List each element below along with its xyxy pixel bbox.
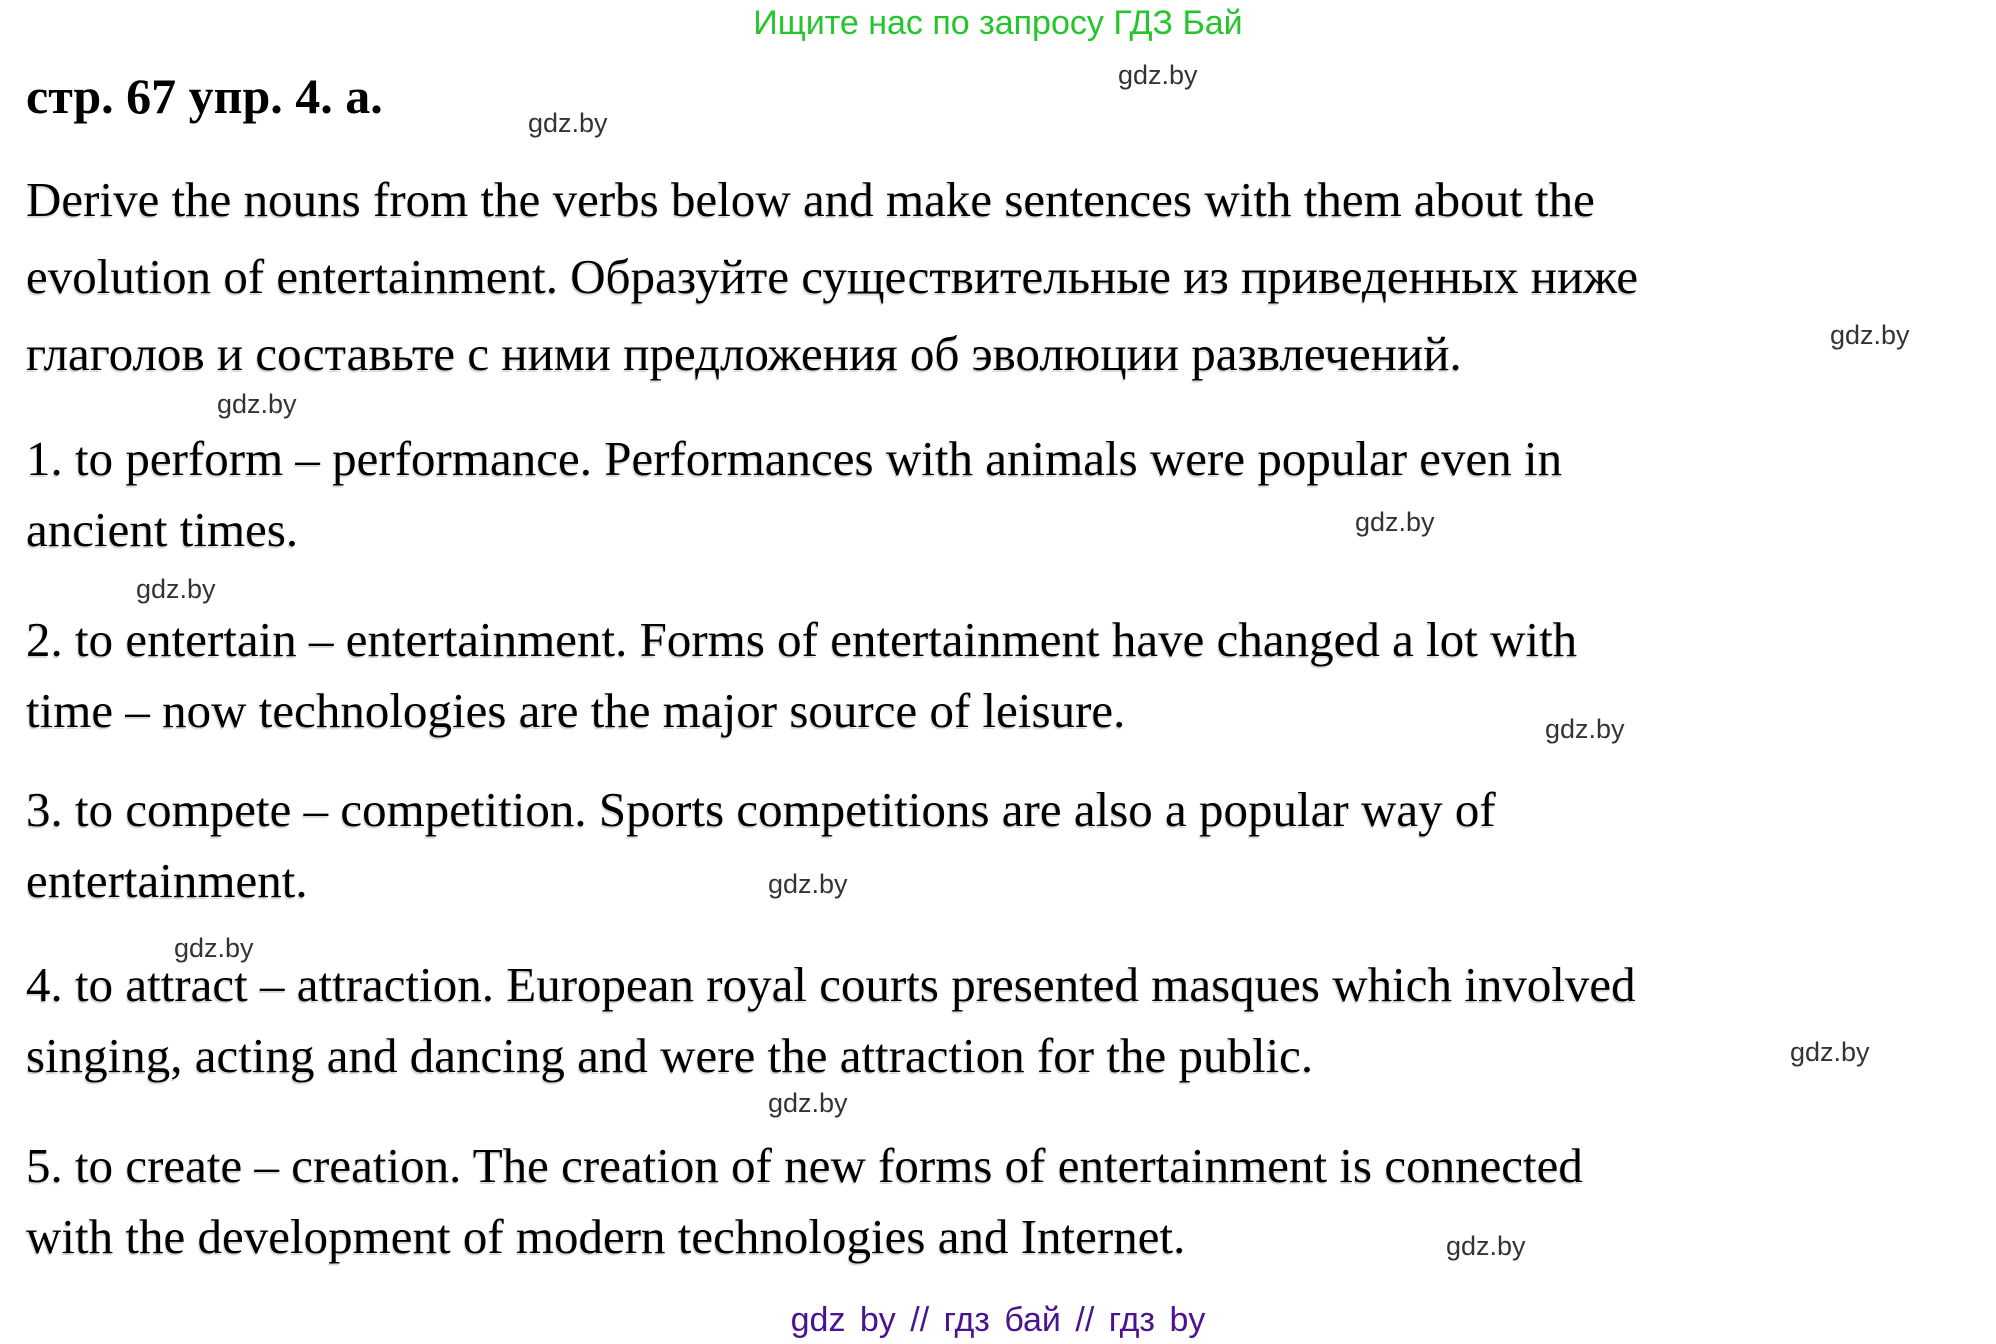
gdz-watermark: gdz.by — [768, 1088, 848, 1118]
answer-line: time – now technologies are the major so… — [26, 683, 1126, 738]
answer-line: 4. to attract – attraction. European roy… — [26, 957, 1636, 1012]
gdz-watermark: gdz.by — [136, 574, 216, 604]
gdz-watermark: gdz.by — [528, 108, 608, 138]
gdz-watermark: gdz.by — [1790, 1037, 1870, 1067]
answer-item-3: 3. to compete – competition. Sports comp… — [26, 774, 1496, 916]
answer-line: ancient times. — [26, 502, 299, 557]
gdz-watermark: gdz.by — [1118, 60, 1198, 90]
answer-line: with the development of modern technolog… — [26, 1209, 1186, 1264]
task-line: глаголов и составьте с ними предложения … — [26, 326, 1462, 381]
answer-line: 5. to create – creation. The creation of… — [26, 1138, 1583, 1193]
task-line: Derive the nouns from the verbs below an… — [26, 172, 1595, 227]
gdz-watermark: gdz.by — [174, 933, 254, 963]
gdz-watermark: gdz.by — [217, 389, 297, 419]
gdz-watermark: gdz.by — [768, 869, 848, 899]
answer-line: entertainment. — [26, 853, 308, 908]
gdz-watermark: gdz.by — [1355, 507, 1435, 537]
answer-item-4: 4. to attract – attraction. European roy… — [26, 949, 1636, 1091]
footer-watermark: gdz by // гдз бай // гдз by — [790, 1301, 1206, 1339]
promo-banner: Ищите нас по запросу ГДЗ Бай — [753, 4, 1243, 42]
answer-line: 3. to compete – competition. Sports comp… — [26, 782, 1496, 837]
answer-item-2: 2. to entertain – entertainment. Forms o… — [26, 604, 1577, 746]
page-title: стр. 67 упр. 4. а. — [26, 68, 383, 124]
answer-line: 2. to entertain – entertainment. Forms o… — [26, 612, 1578, 667]
answer-line: singing, acting and dancing and were the… — [26, 1028, 1314, 1083]
gdz-watermark: gdz.by — [1830, 320, 1910, 350]
answer-item-5: 5. to create – creation. The creation of… — [26, 1130, 1583, 1272]
answer-item-1: 1. to perform – performance. Performance… — [26, 423, 1562, 565]
task-line: evolution of entertainment. Образуйте су… — [26, 249, 1639, 304]
task-text: Derive the nouns from the verbs below an… — [26, 161, 1638, 392]
gdz-watermark: gdz.by — [1446, 1231, 1526, 1261]
answer-line: 1. to perform – performance. Performance… — [26, 431, 1563, 486]
gdz-watermark: gdz.by — [1545, 714, 1625, 744]
